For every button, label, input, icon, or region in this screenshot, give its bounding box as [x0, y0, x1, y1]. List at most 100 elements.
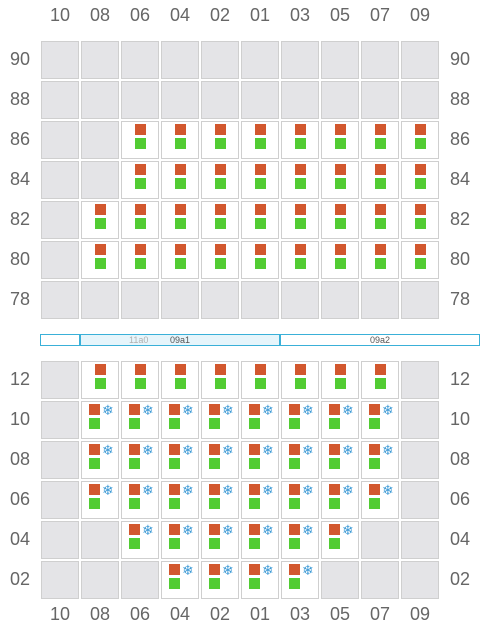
hold-slot-loaded[interactable]: ❄ [361, 441, 399, 479]
hold-slot-empty[interactable] [361, 521, 399, 559]
hold-slot-empty[interactable] [41, 441, 79, 479]
deck-slot-loaded[interactable] [281, 161, 319, 199]
hold-slot-loaded[interactable]: ❄ [201, 561, 239, 599]
hold-slot-loaded[interactable]: ❄ [201, 521, 239, 559]
deck-slot-loaded[interactable] [401, 161, 439, 199]
deck-slot-loaded[interactable] [401, 201, 439, 239]
deck-slot-empty[interactable] [81, 161, 119, 199]
deck-slot-empty[interactable] [241, 81, 279, 119]
hold-slot-empty[interactable] [401, 481, 439, 519]
hold-slot-loaded[interactable]: ❄ [361, 401, 399, 439]
deck-slot-loaded[interactable] [281, 241, 319, 279]
deck-slot-empty[interactable] [81, 121, 119, 159]
deck-slot-empty[interactable] [201, 281, 239, 319]
deck-slot-empty[interactable] [281, 81, 319, 119]
deck-slot-empty[interactable] [361, 81, 399, 119]
deck-slot-loaded[interactable] [201, 201, 239, 239]
deck-slot-loaded[interactable] [361, 161, 399, 199]
hold-slot-loaded[interactable]: ❄ [241, 521, 279, 559]
deck-slot-empty[interactable] [81, 81, 119, 119]
deck-slot-loaded[interactable] [161, 121, 199, 159]
hold-slot-loaded[interactable]: ❄ [321, 521, 359, 559]
hold-slot-loaded[interactable]: ❄ [161, 441, 199, 479]
deck-slot-empty[interactable] [41, 161, 79, 199]
deck-slot-empty[interactable] [201, 41, 239, 79]
hold-slot-loaded[interactable] [81, 361, 119, 399]
hold-slot-loaded[interactable]: ❄ [81, 441, 119, 479]
deck-slot-empty[interactable] [81, 281, 119, 319]
deck-slot-loaded[interactable] [321, 201, 359, 239]
bay-tab-09a2[interactable]: 09a2 [280, 334, 480, 346]
hold-slot-empty[interactable] [361, 561, 399, 599]
deck-slot-empty[interactable] [81, 41, 119, 79]
deck-slot-loaded[interactable] [201, 241, 239, 279]
deck-slot-empty[interactable] [321, 81, 359, 119]
deck-slot-loaded[interactable] [161, 201, 199, 239]
deck-slot-empty[interactable] [241, 41, 279, 79]
deck-slot-empty[interactable] [41, 281, 79, 319]
deck-slot-loaded[interactable] [241, 241, 279, 279]
hold-slot-loaded[interactable]: ❄ [241, 561, 279, 599]
hold-slot-loaded[interactable]: ❄ [321, 401, 359, 439]
deck-slot-loaded[interactable] [121, 241, 159, 279]
hold-slot-loaded[interactable]: ❄ [321, 441, 359, 479]
hold-slot-loaded[interactable]: ❄ [121, 441, 159, 479]
deck-slot-loaded[interactable] [201, 121, 239, 159]
deck-slot-loaded[interactable] [361, 201, 399, 239]
deck-slot-loaded[interactable] [241, 161, 279, 199]
hold-slot-loaded[interactable]: ❄ [121, 401, 159, 439]
deck-slot-empty[interactable] [121, 281, 159, 319]
hold-slot-loaded[interactable]: ❄ [281, 561, 319, 599]
deck-slot-empty[interactable] [321, 281, 359, 319]
deck-slot-empty[interactable] [401, 281, 439, 319]
deck-slot-empty[interactable] [161, 81, 199, 119]
deck-slot-loaded[interactable] [201, 161, 239, 199]
deck-slot-empty[interactable] [121, 41, 159, 79]
deck-slot-empty[interactable] [401, 81, 439, 119]
deck-slot-empty[interactable] [161, 281, 199, 319]
deck-slot-loaded[interactable] [121, 161, 159, 199]
hold-slot-loaded[interactable]: ❄ [81, 401, 119, 439]
bay-tab-09a1[interactable]: 11a0 09a1 [80, 334, 280, 346]
hold-slot-empty[interactable] [41, 521, 79, 559]
deck-slot-empty[interactable] [281, 281, 319, 319]
hold-slot-loaded[interactable]: ❄ [161, 521, 199, 559]
deck-slot-loaded[interactable] [361, 121, 399, 159]
hold-slot-empty[interactable] [41, 401, 79, 439]
deck-slot-loaded[interactable] [401, 121, 439, 159]
hold-slot-empty[interactable] [81, 521, 119, 559]
deck-slot-loaded[interactable] [121, 201, 159, 239]
hold-slot-loaded[interactable] [241, 361, 279, 399]
deck-slot-empty[interactable] [161, 41, 199, 79]
hold-slot-loaded[interactable] [121, 361, 159, 399]
hold-slot-empty[interactable] [81, 561, 119, 599]
deck-slot-loaded[interactable] [121, 121, 159, 159]
bay-tab-edge[interactable] [40, 334, 80, 346]
deck-slot-empty[interactable] [361, 41, 399, 79]
hold-slot-empty[interactable] [121, 561, 159, 599]
hold-slot-loaded[interactable]: ❄ [281, 401, 319, 439]
hold-slot-empty[interactable] [401, 441, 439, 479]
hold-slot-empty[interactable] [401, 521, 439, 559]
deck-slot-loaded[interactable] [161, 161, 199, 199]
deck-slot-loaded[interactable] [321, 241, 359, 279]
deck-slot-empty[interactable] [41, 121, 79, 159]
hold-slot-loaded[interactable]: ❄ [161, 481, 199, 519]
deck-slot-loaded[interactable] [281, 121, 319, 159]
hold-slot-loaded[interactable]: ❄ [281, 481, 319, 519]
deck-slot-empty[interactable] [201, 81, 239, 119]
deck-slot-loaded[interactable] [321, 121, 359, 159]
deck-slot-empty[interactable] [121, 81, 159, 119]
hold-slot-loaded[interactable]: ❄ [281, 441, 319, 479]
deck-slot-empty[interactable] [401, 41, 439, 79]
hold-slot-loaded[interactable]: ❄ [241, 401, 279, 439]
hold-slot-loaded[interactable]: ❄ [121, 481, 159, 519]
deck-slot-empty[interactable] [41, 241, 79, 279]
hold-slot-empty[interactable] [41, 481, 79, 519]
hold-slot-loaded[interactable]: ❄ [161, 561, 199, 599]
hold-slot-loaded[interactable]: ❄ [241, 441, 279, 479]
hold-slot-loaded[interactable] [321, 361, 359, 399]
deck-slot-loaded[interactable] [321, 161, 359, 199]
hold-slot-loaded[interactable]: ❄ [161, 401, 199, 439]
deck-slot-empty[interactable] [241, 281, 279, 319]
